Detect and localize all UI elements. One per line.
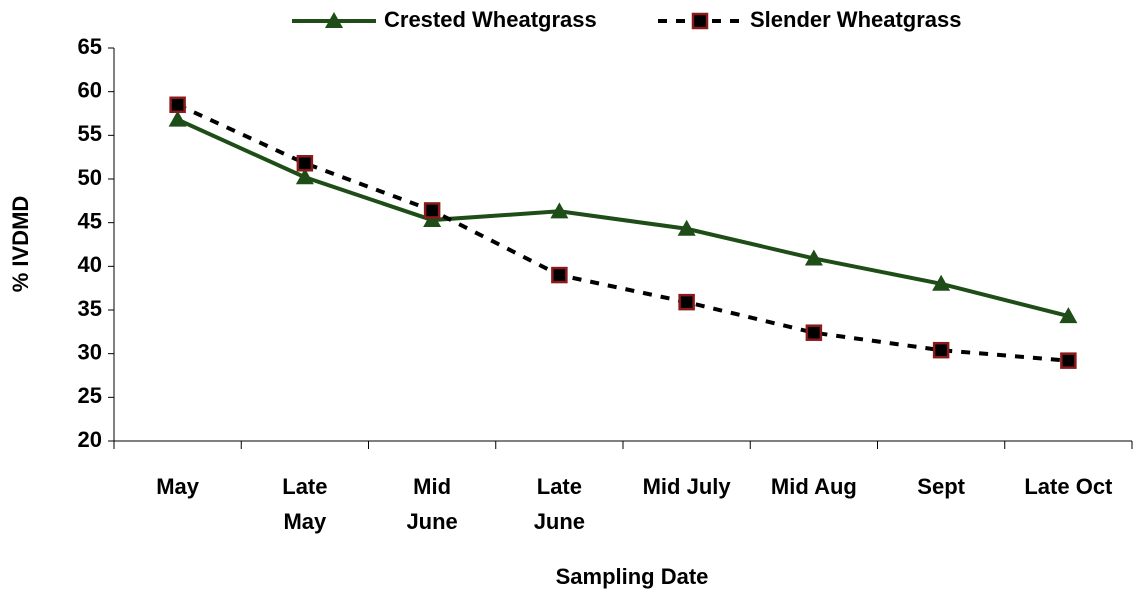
data-point bbox=[932, 341, 950, 359]
data-point bbox=[423, 211, 442, 228]
data-point bbox=[169, 96, 186, 114]
x-tick-label: May bbox=[156, 474, 200, 499]
y-tick-label: 40 bbox=[78, 252, 102, 277]
data-point bbox=[551, 266, 568, 284]
y-tick-label: 60 bbox=[78, 77, 102, 102]
data-point bbox=[550, 202, 569, 219]
x-tick-label: Late May bbox=[282, 474, 328, 534]
x-tick-label: Mid July bbox=[642, 474, 731, 499]
data-point bbox=[1059, 307, 1078, 324]
data-point bbox=[678, 293, 695, 311]
data-point bbox=[423, 202, 441, 219]
y-axis-title: % IVDMD bbox=[8, 196, 33, 293]
x-axis-title: Sampling Date bbox=[556, 564, 709, 589]
data-point bbox=[804, 249, 823, 266]
y-tick-label: 55 bbox=[78, 121, 102, 146]
y-tick-label: 65 bbox=[78, 34, 102, 59]
data-point bbox=[295, 168, 314, 185]
data-point bbox=[932, 274, 951, 291]
x-tick-label: Late Oct bbox=[1024, 474, 1113, 499]
data-point bbox=[1060, 352, 1077, 369]
y-tick-label: 20 bbox=[78, 427, 102, 452]
series-line bbox=[176, 117, 1069, 319]
data-point bbox=[168, 110, 187, 127]
legend-marker bbox=[325, 12, 343, 28]
series-line bbox=[176, 102, 1069, 363]
legend-label: Crested Wheatgrass bbox=[384, 7, 597, 32]
data-point bbox=[805, 324, 823, 341]
x-tick-label: Mid Aug bbox=[770, 474, 857, 499]
y-tick-label: 35 bbox=[78, 296, 102, 321]
y-tick-label: 50 bbox=[78, 165, 102, 190]
x-tick-label: Mid June bbox=[406, 474, 458, 534]
data-point bbox=[296, 155, 314, 172]
y-tick-label: 25 bbox=[78, 383, 102, 408]
y-tick-label: 30 bbox=[78, 339, 102, 364]
x-tick-label: Late June bbox=[533, 474, 586, 534]
y-tick-label: 45 bbox=[78, 208, 102, 233]
x-tick-label: Sept bbox=[917, 474, 965, 499]
legend-marker bbox=[691, 12, 709, 30]
data-point bbox=[677, 219, 696, 236]
legend-label: Slender Wheatgrass bbox=[750, 7, 962, 32]
